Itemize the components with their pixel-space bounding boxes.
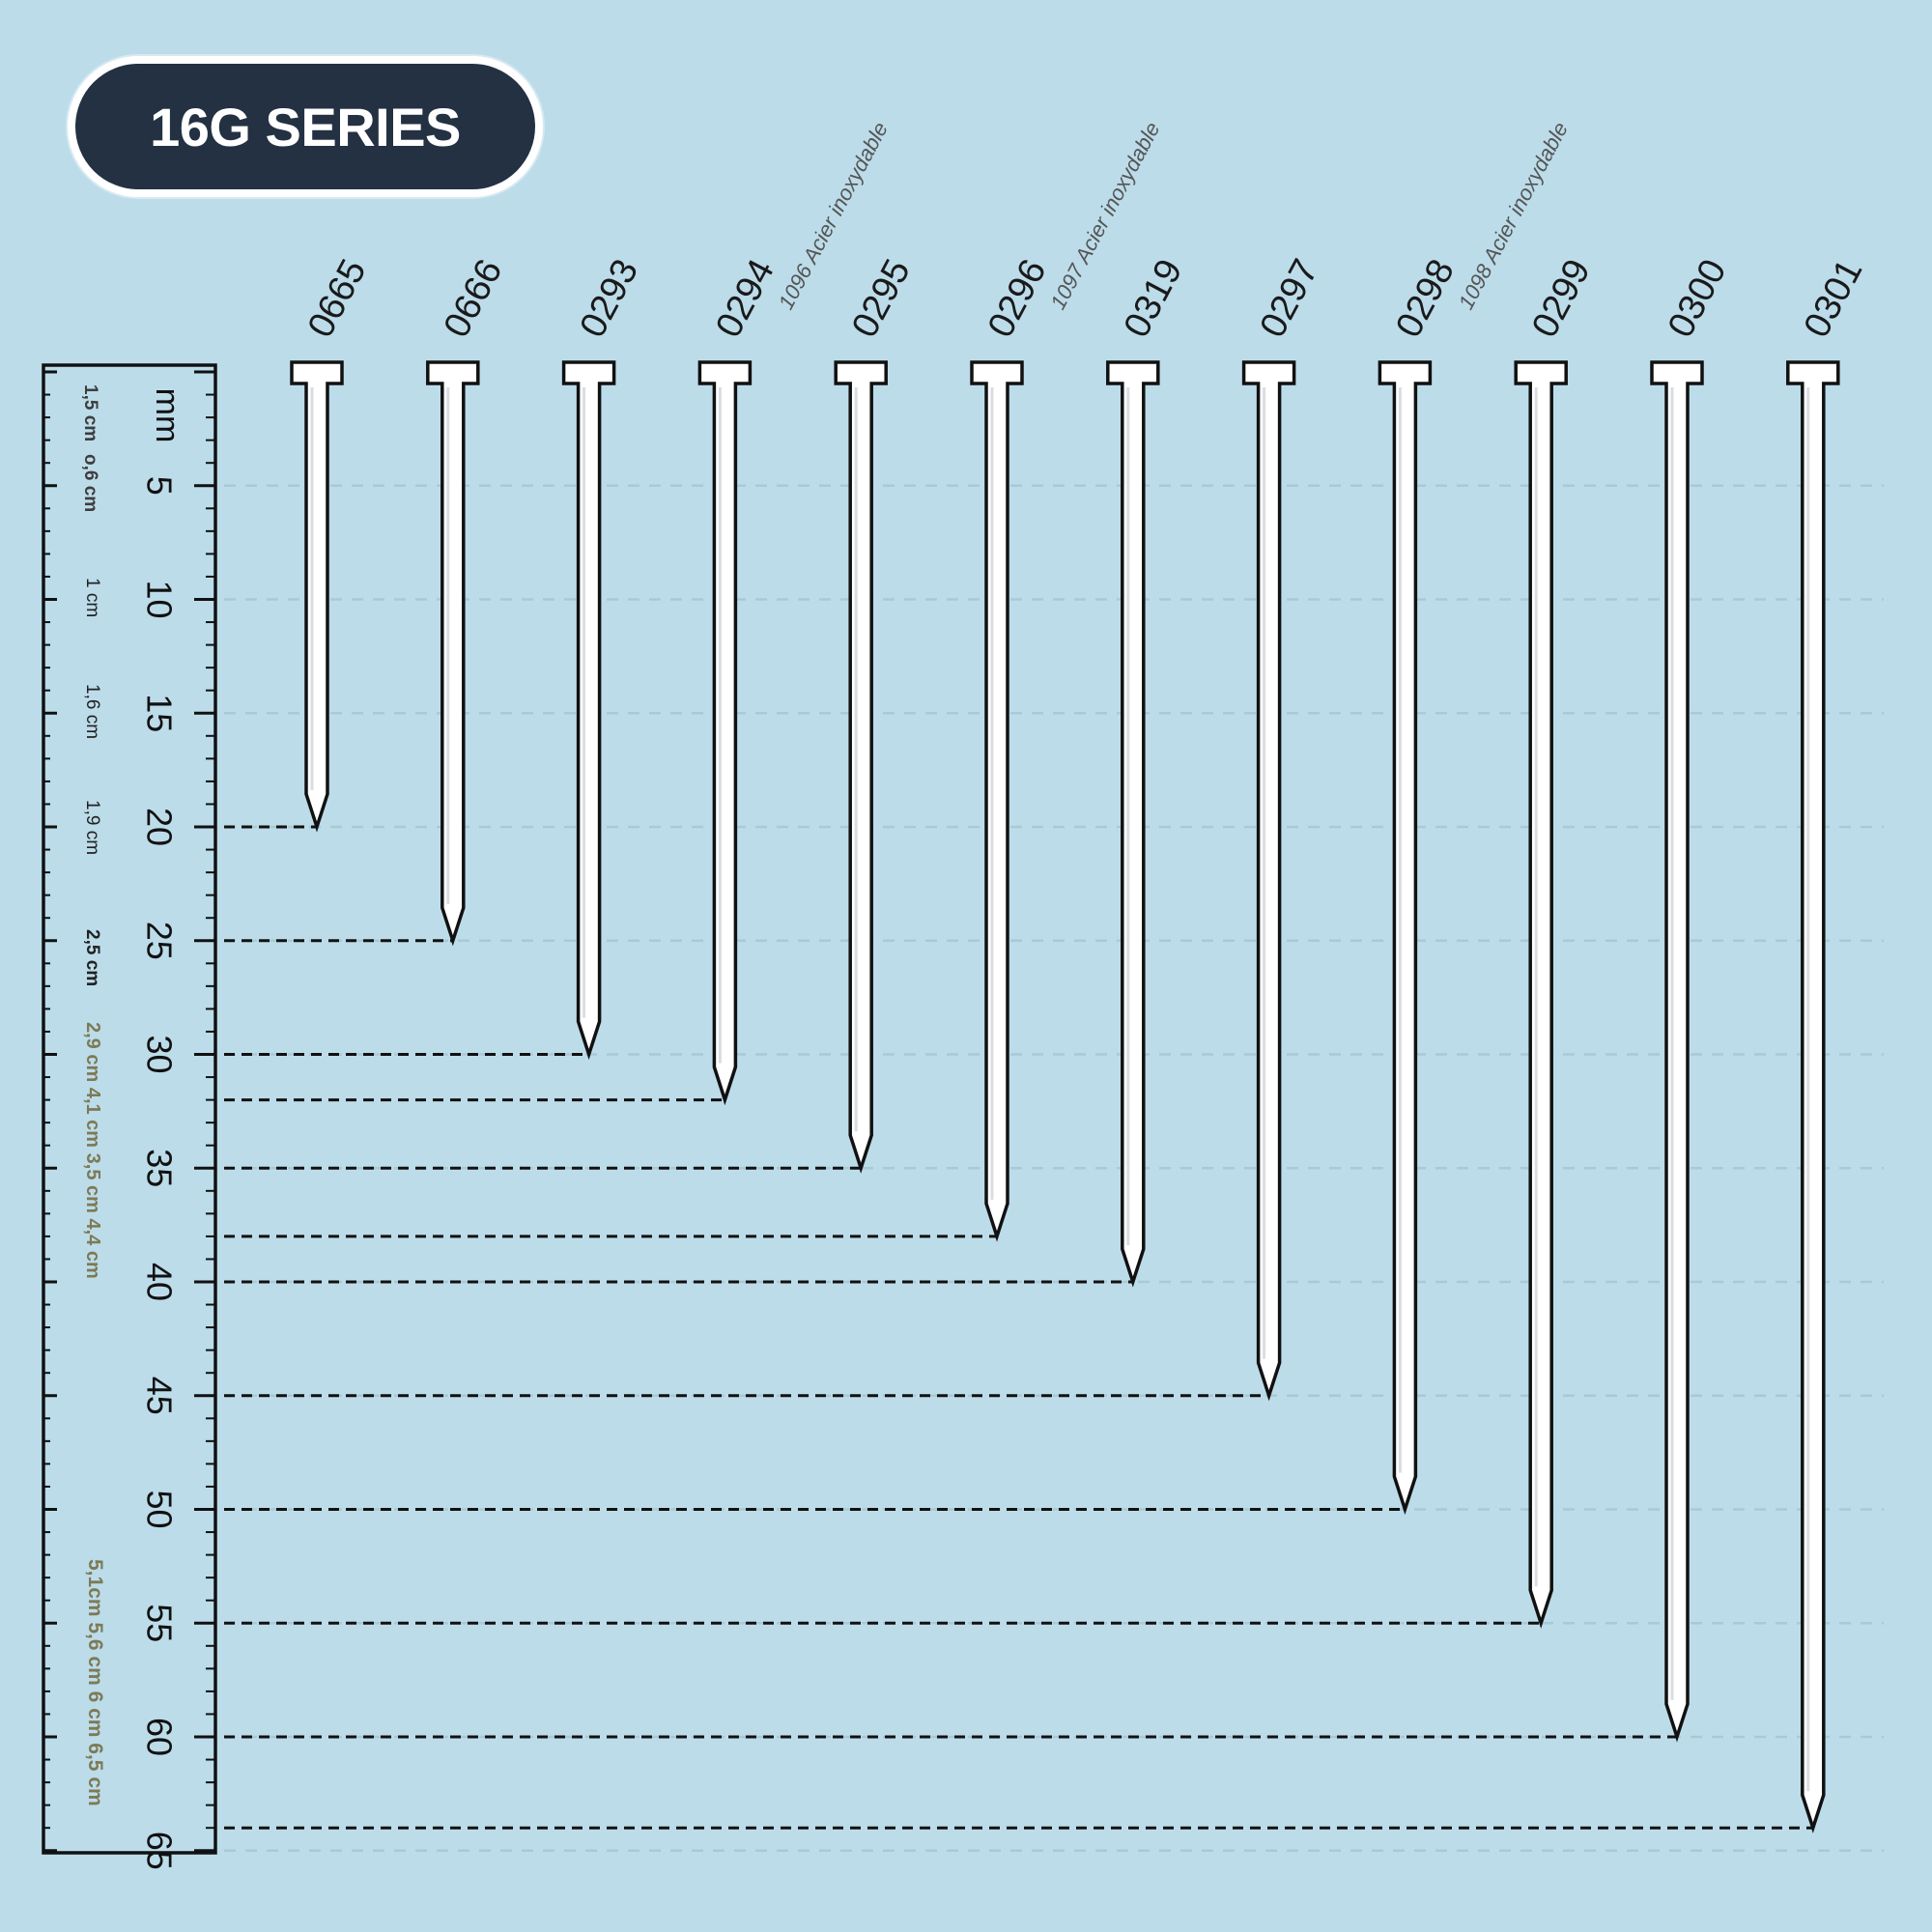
cm-label-1-9: 1,9 cm — [82, 800, 102, 855]
ruler-unit-label: mm — [149, 388, 185, 443]
ruler: mm 5 10 15 20 25 30 35 40 45 50 55 60 65 — [42, 363, 217, 1870]
ruler-ticks — [43, 370, 215, 1853]
nail-code-0295: 0295 — [844, 253, 919, 344]
nail-code-0299: 0299 — [1524, 253, 1599, 344]
nail-code-0297: 0297 — [1252, 253, 1326, 344]
ruler-tick-label: 30 — [139, 1035, 179, 1073]
gridlines — [224, 484, 1884, 1852]
nail-0296 — [970, 360, 1024, 1242]
nail-code-0665: 0665 — [300, 253, 375, 344]
nail-0295 — [834, 360, 888, 1174]
nail-0319 — [1106, 360, 1160, 1288]
ruler-tick-label: 35 — [139, 1149, 179, 1187]
nail-0297 — [1241, 360, 1296, 1402]
nail-code-0301: 0301 — [1797, 253, 1871, 344]
ruler-tick-label: 50 — [139, 1490, 179, 1528]
ruler-tick-label: 55 — [139, 1604, 179, 1642]
series-title: 16G SERIES — [150, 96, 461, 157]
length-leader-lines — [224, 825, 1813, 1830]
nail-code-0294: 0294 — [708, 253, 782, 344]
nail-0301 — [1786, 360, 1840, 1833]
series-title-badge: 16G SERIES — [68, 56, 543, 197]
nail-0294 — [697, 360, 753, 1106]
cm-label-group-low: 5,1cm 5,6 cm 6 cm 6,5 cm — [84, 1559, 106, 1806]
nail-0299 — [1514, 360, 1568, 1629]
nail-code-0298: 0298 — [1388, 253, 1463, 344]
nail-0666 — [426, 360, 480, 947]
ruler-tick-label: 5 — [139, 476, 179, 496]
cm-side-labels: 1,5 cm o,6 cm 1 cm 1,6 cm 1,9 cm 2,5 cm 2,9 cm… — [80, 384, 106, 1806]
nail-code-0666: 0666 — [437, 253, 511, 344]
nail-code-0293: 0293 — [572, 253, 646, 344]
cm-label-2-5: 2,5 cm — [82, 929, 102, 986]
nail-0300 — [1650, 360, 1704, 1743]
ruler-frame — [42, 363, 217, 1855]
ruler-labels: mm 5 10 15 20 25 30 35 40 45 50 55 60 65 — [139, 388, 185, 1870]
cm-label-0-6: o,6 cm — [80, 454, 100, 512]
ruler-tick-label: 45 — [139, 1377, 179, 1415]
nail-0298 — [1378, 360, 1433, 1516]
ruler-tick-label: 25 — [139, 922, 179, 960]
ruler-tick-label: 15 — [139, 694, 179, 732]
ruler-tick-label: 60 — [139, 1718, 179, 1756]
cm-label-1-5: 1,5 cm — [80, 384, 100, 441]
ruler-tick-label: 65 — [139, 1832, 179, 1870]
nail-code-0300: 0300 — [1661, 253, 1735, 344]
ruler-tick-label: 40 — [139, 1263, 179, 1301]
nail-code-0296: 0296 — [980, 253, 1055, 344]
cm-label-1: 1 cm — [82, 578, 102, 617]
ruler-tick-label: 10 — [139, 580, 179, 618]
ruler-tick-label: 20 — [139, 808, 179, 846]
nail-code-0319: 0319 — [1117, 253, 1191, 344]
cm-label-1-6: 1,6 cm — [82, 684, 102, 739]
nail-0665 — [290, 360, 344, 833]
cm-label-group-mid: 2,9 cm 4,1 cm 3,5 cm 4,4 cm — [82, 1022, 103, 1279]
nail-0293 — [561, 360, 616, 1061]
